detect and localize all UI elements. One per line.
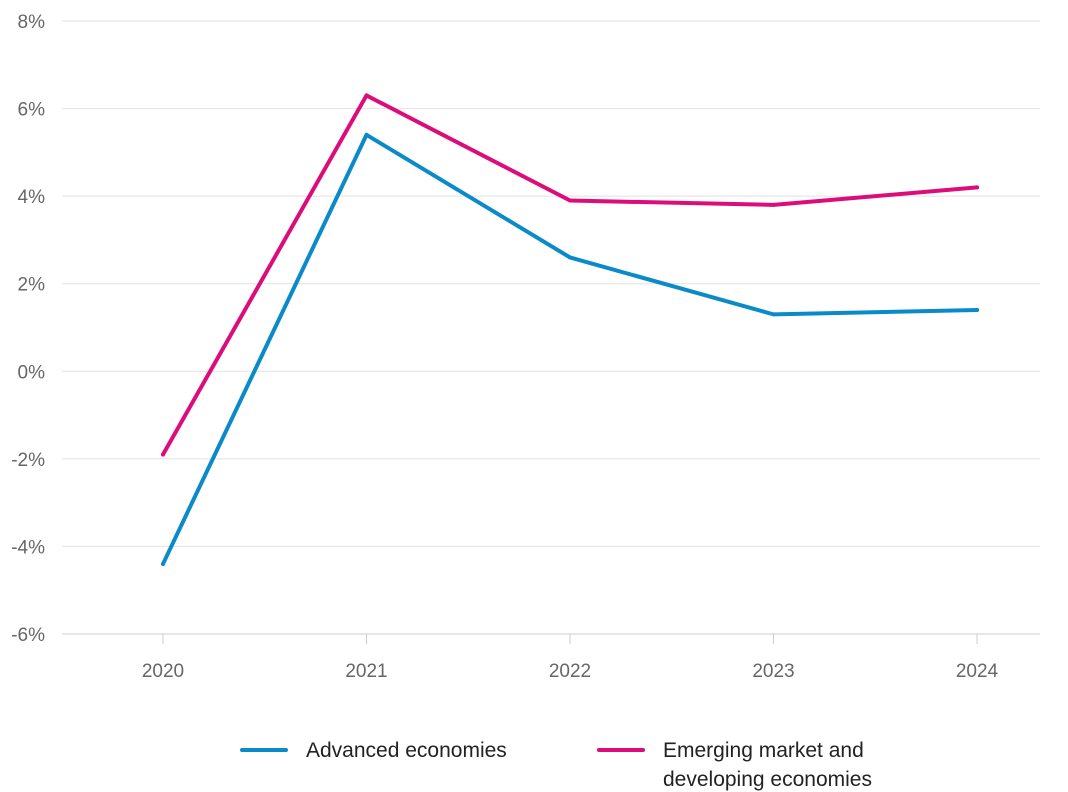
- data-point: [771, 312, 776, 317]
- data-point: [364, 132, 369, 137]
- x-tick-label: 2021: [345, 661, 387, 682]
- gridlines: [62, 20, 1040, 635]
- y-tick-label: 8%: [18, 12, 46, 33]
- y-tick-label: -6%: [11, 625, 45, 646]
- data-point: [568, 255, 572, 260]
- x-tick-label: 2023: [752, 661, 794, 682]
- y-tick-label: -4%: [11, 537, 45, 558]
- y-tick-label: 6%: [18, 100, 46, 121]
- legend-label-emerging-market-line-1: Emerging market and: [663, 739, 864, 762]
- legend-label-advanced-economies: Advanced economies: [306, 739, 507, 762]
- x-tick-label: 2022: [549, 661, 591, 682]
- y-tick-label: 2%: [18, 275, 46, 296]
- data-point: [771, 202, 776, 207]
- x-axis-ticks: 2020 2021 2022 2023 2024: [142, 634, 999, 682]
- legend-label-emerging-market-line-2: developing economies: [663, 768, 872, 791]
- legend: Advanced economies Emerging market and d…: [240, 739, 872, 791]
- legend-item-advanced-economies[interactable]: Advanced economies: [240, 739, 507, 762]
- y-tick-label: -2%: [11, 450, 45, 471]
- y-tick-label: 0%: [18, 362, 46, 383]
- x-tick-label: 2024: [956, 661, 999, 682]
- series-lines: [161, 93, 979, 566]
- data-point: [975, 185, 979, 190]
- x-tick-label: 2020: [142, 661, 184, 682]
- data-point: [161, 452, 165, 457]
- y-axis-tick-labels: 8% 6% 4% 2% 0% -2% -4% -6%: [11, 12, 45, 646]
- series-line-emerging-market-and-developing-economies: [161, 93, 979, 457]
- data-point: [161, 561, 165, 566]
- legend-item-emerging-market-and-developing-economies[interactable]: Emerging market and developing economies: [597, 739, 872, 791]
- data-point: [364, 93, 369, 98]
- data-point: [568, 198, 572, 203]
- y-tick-label: 4%: [18, 187, 46, 208]
- data-point: [975, 307, 979, 312]
